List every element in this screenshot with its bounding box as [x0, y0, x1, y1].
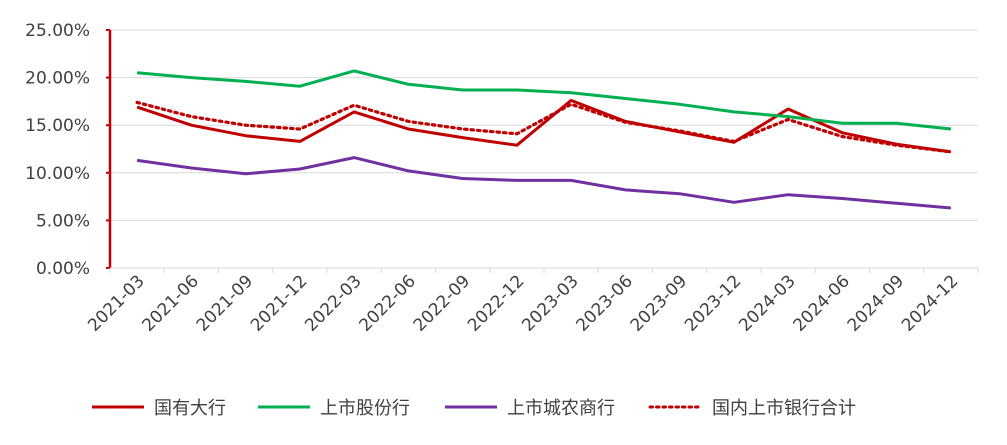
legend-label: 国内上市银行合计	[712, 398, 856, 419]
x-tick-label: 2022-06	[356, 271, 420, 335]
x-tick-label: 2022-12	[464, 271, 528, 335]
x-tick-label: 2024-06	[790, 271, 854, 335]
x-tick-label: 2021-03	[84, 271, 148, 335]
series-lines	[135, 69, 953, 210]
legend-label: 上市股份行	[320, 398, 410, 419]
y-tick-label: 20.00%	[25, 69, 90, 89]
x-tick-label: 2023-06	[573, 271, 637, 335]
x-tick-label: 2023-09	[627, 271, 691, 335]
y-tick-labels: 0.00% 5.00% 10.00% 15.00% 20.00% 25.00%	[25, 21, 90, 279]
y-tick-label: 10.00%	[25, 164, 90, 184]
gridlines	[110, 29, 978, 269]
y-tick-label: 25.00%	[25, 21, 90, 41]
axes	[106, 29, 979, 273]
legend: 国有大行 上市股份行 上市城农商行 国内上市银行合计	[92, 398, 856, 419]
series-line-3	[135, 100, 953, 154]
x-tick-label: 2023-12	[681, 271, 745, 335]
x-tick-label: 2024-09	[844, 271, 908, 335]
y-tick-label: 5.00%	[36, 211, 90, 231]
x-tick-labels: 2021-032021-062021-092021-122022-032022-…	[84, 271, 962, 335]
x-tick-label: 2021-12	[247, 271, 311, 335]
x-tick-label: 2021-09	[193, 271, 257, 335]
series-line-1	[136, 69, 952, 131]
x-tick-label: 2022-03	[301, 271, 365, 335]
y-tick-label: 15.00%	[25, 116, 90, 136]
x-tick-label: 2023-03	[518, 271, 582, 335]
x-tick-label: 2024-03	[735, 271, 799, 335]
series-line-2	[136, 156, 952, 210]
x-tick-label: 2021-06	[139, 271, 203, 335]
legend-label: 国有大行	[154, 398, 226, 419]
x-tick-label: 2024-12	[898, 271, 962, 335]
y-tick-label: 0.00%	[36, 259, 90, 279]
x-tick-label: 2022-09	[410, 271, 474, 335]
legend-label: 上市城农商行	[507, 398, 615, 419]
